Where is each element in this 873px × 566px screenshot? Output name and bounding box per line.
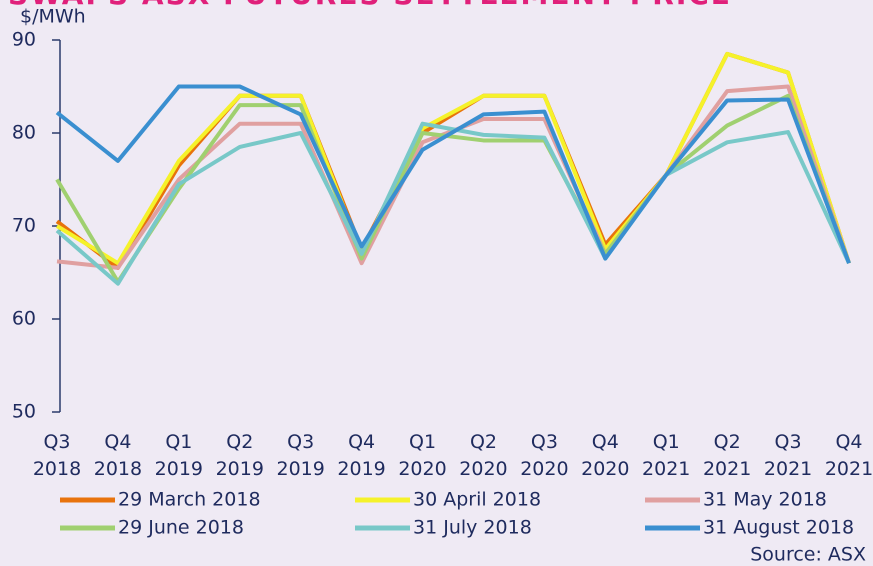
series-line — [55, 84, 851, 264]
chart-title: SWAPS ASX FUTURES SETTLEMENT PRICE — [8, 0, 732, 11]
y-tick-label: 50 — [12, 401, 36, 423]
series-line — [55, 93, 851, 284]
y-tick-label: 90 — [12, 29, 36, 51]
x-tick-label: Q4 2018 — [94, 431, 142, 480]
y-axis-label: $/MWh — [20, 6, 86, 28]
legend-label: 31 August 2018 — [703, 517, 854, 539]
x-tick-label: Q4 2020 — [581, 431, 629, 480]
source: Source: ASX — [750, 544, 866, 566]
legend-label: 29 June 2018 — [118, 517, 244, 539]
x-tick-label: Q3 2021 — [764, 431, 812, 480]
x-tick-label: Q4 2021 — [825, 431, 873, 480]
series-line — [55, 51, 851, 270]
x-tick-label: Q4 2019 — [337, 431, 385, 480]
x-tick-label: Q1 2021 — [642, 431, 690, 480]
x-tick-label: Q3 2019 — [277, 431, 325, 480]
y-tick-label: 80 — [12, 122, 36, 144]
x-tick-label: Q2 2021 — [703, 431, 751, 480]
x-tick-label: Q2 2020 — [459, 431, 507, 480]
legend-label: 29 March 2018 — [118, 489, 261, 511]
series-line — [55, 51, 851, 266]
x-tick-label: Q2 2019 — [216, 431, 264, 480]
legend-label: 31 May 2018 — [703, 489, 827, 511]
x-tick-label: Q1 2020 — [398, 431, 446, 480]
x-tick-label: Q3 2018 — [33, 431, 81, 480]
series-line — [55, 121, 851, 286]
legend-label: 30 April 2018 — [413, 489, 541, 511]
x-tick-label: Q3 2020 — [520, 431, 568, 480]
y-tick-label: 60 — [12, 308, 36, 330]
legend-label: 31 July 2018 — [413, 517, 532, 539]
x-tick-label: Q1 2019 — [155, 431, 203, 480]
y-tick-label: 70 — [12, 215, 36, 237]
